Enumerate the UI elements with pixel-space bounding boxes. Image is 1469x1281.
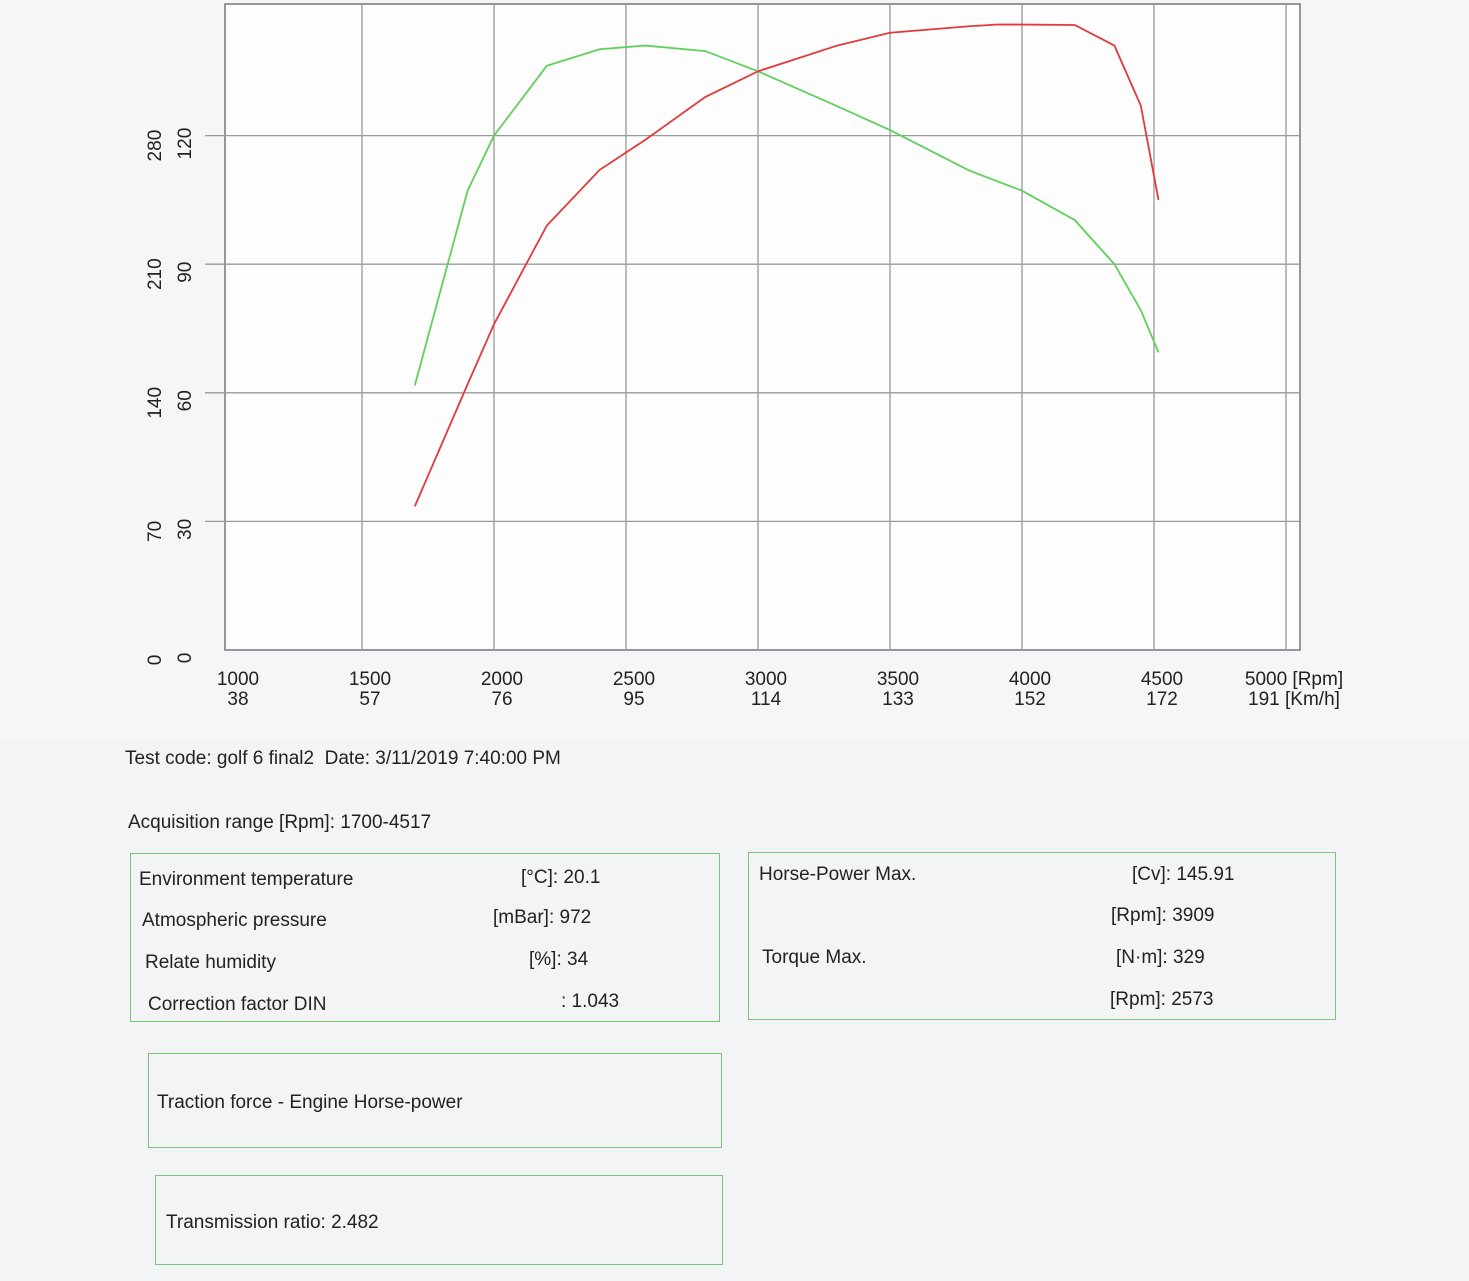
x-tick-label: 2500 xyxy=(613,669,655,690)
x-speed-label: 38 xyxy=(227,689,248,710)
traction-label: Traction force - Engine Horse-power xyxy=(157,1092,463,1113)
y2-tick-label: 0 xyxy=(175,653,196,664)
x-tick-label: 1000 xyxy=(217,669,259,690)
plot-frame xyxy=(224,3,1301,651)
x-speed-label: 191 [Km/h] xyxy=(1248,689,1340,710)
y-tick-label: 140 xyxy=(145,387,166,419)
test-info: Test code: golf 6 final2 Date: 3/11/2019… xyxy=(125,748,561,769)
y2-tick-label: 60 xyxy=(175,390,196,411)
env-label: Correction factor DIN xyxy=(148,994,327,1015)
series-line xyxy=(413,23,1160,507)
env-label: Environment temperature xyxy=(139,869,354,890)
x-tick-label: 4500 xyxy=(1141,669,1183,690)
max-label: Horse-Power Max. xyxy=(759,864,917,885)
env-label: Relate humidity xyxy=(145,952,276,973)
x-speed-label: 152 xyxy=(1014,689,1046,710)
environment-panel: Environment temperature [°C]: 20.1 Atmos… xyxy=(130,853,720,1022)
x-tick-label: 4000 xyxy=(1009,669,1051,690)
x-tick-label: 2000 xyxy=(481,669,523,690)
env-value: [mBar]: 972 xyxy=(493,907,592,928)
env-value: [%]: 34 xyxy=(529,949,589,970)
x-speed-label: 172 xyxy=(1146,689,1178,710)
y2-tick-label: 90 xyxy=(175,262,196,283)
y-tick-label: 210 xyxy=(145,258,166,290)
transmission-panel: Transmission ratio: 2.482 xyxy=(155,1175,723,1265)
max-value: [N·m]: 329 xyxy=(1116,947,1205,968)
env-value: : 1.043 xyxy=(561,991,620,1012)
x-speed-label: 57 xyxy=(359,689,380,710)
maxima-panel: Horse-Power Max. [Cv]: 145.91 [Rpm]: 390… xyxy=(748,852,1336,1020)
x-tick-label: 5000 [Rpm] xyxy=(1245,669,1343,690)
x-speed-label: 114 xyxy=(751,689,782,710)
env-value: [°C]: 20.1 xyxy=(521,867,601,888)
x-tick-label: 3500 xyxy=(877,669,919,690)
y-tick-label: 0 xyxy=(145,655,166,666)
x-speed-label: 76 xyxy=(491,689,512,710)
y-tick-label: 70 xyxy=(145,521,166,542)
x-tick-label: 3000 xyxy=(745,669,787,690)
traction-panel: Traction force - Engine Horse-power xyxy=(148,1053,722,1148)
env-label: Atmospheric pressure xyxy=(142,910,327,931)
x-tick-label: 1500 xyxy=(349,669,391,690)
max-value: [Rpm]: 2573 xyxy=(1110,989,1214,1010)
y-tick-label: 280 xyxy=(145,130,166,162)
y2-tick-label: 30 xyxy=(175,519,196,540)
series-line xyxy=(413,44,1160,386)
x-speed-label: 133 xyxy=(882,689,914,710)
y2-tick-label: 120 xyxy=(175,128,196,160)
x-speed-label: 95 xyxy=(623,689,644,710)
acquisition-range: Acquisition range [Rpm]: 1700-4517 xyxy=(128,812,432,833)
max-value: [Rpm]: 3909 xyxy=(1111,905,1215,926)
max-label: Torque Max. xyxy=(762,947,867,968)
transmission-label: Transmission ratio: 2.482 xyxy=(166,1212,379,1233)
max-value: [Cv]: 145.91 xyxy=(1132,864,1235,885)
chart: 1000381500572000762500953000114350013340… xyxy=(145,3,1344,711)
